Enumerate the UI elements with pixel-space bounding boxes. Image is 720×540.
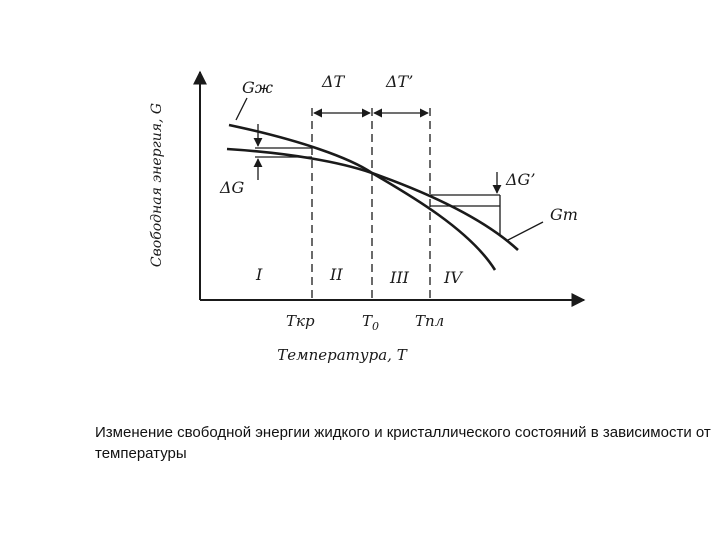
- t-cr-label: Tкр: [286, 312, 315, 330]
- liquid-curve: [228, 123, 497, 271]
- liquid-curve-label: Gж: [242, 78, 274, 97]
- solid-curve: [226, 147, 519, 251]
- liquid-label-leader: [235, 97, 248, 121]
- region-label-3: III: [389, 268, 410, 287]
- dg-label: ΔG: [219, 178, 245, 197]
- y-axis-label: Свободная энергия, G: [149, 103, 165, 267]
- figure-caption: Изменение свободной энергии жидкого и кр…: [95, 424, 711, 462]
- solid-curve-label: Gт: [550, 205, 578, 224]
- dt-label: ΔT: [321, 72, 346, 91]
- region-label-2: II: [329, 265, 343, 284]
- region-label-4: IV: [443, 268, 463, 287]
- x-axis-label: Температура, T: [277, 346, 407, 364]
- dg-prime-label: ΔG’: [505, 170, 535, 189]
- solid-label-leader: [505, 221, 544, 242]
- region-label-1: I: [255, 265, 263, 284]
- dt-prime-label: ΔT’: [385, 72, 413, 91]
- t-melt-label: Tпл: [415, 312, 444, 330]
- t-0-label: T0: [362, 312, 379, 333]
